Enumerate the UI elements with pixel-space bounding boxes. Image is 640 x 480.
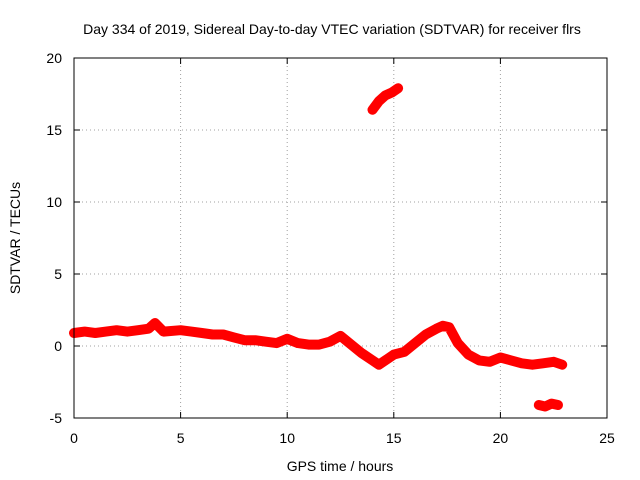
data-point <box>439 322 447 330</box>
data-point <box>464 351 472 359</box>
data-point <box>475 356 483 364</box>
data-point <box>305 341 312 349</box>
data-point <box>337 332 344 340</box>
data-point <box>432 325 440 333</box>
data-point <box>539 359 547 367</box>
chart-title: Day 334 of 2019, Sidereal Day-to-day VTE… <box>83 21 581 37</box>
data-point <box>145 325 153 333</box>
data-point <box>381 91 389 99</box>
data-point <box>262 338 270 346</box>
data-point <box>358 349 366 357</box>
data-point <box>177 326 185 334</box>
x-tick-label: 10 <box>279 430 295 446</box>
data-point <box>496 354 504 361</box>
data-layer <box>69 83 568 412</box>
data-point <box>151 319 159 327</box>
y-tick-label: 0 <box>54 338 62 354</box>
data-point <box>160 328 167 336</box>
outlier-lower-series <box>533 398 563 412</box>
y-axis-label: SDTVAR / TECUs <box>7 182 23 294</box>
data-point <box>394 84 402 92</box>
x-tick-label: 25 <box>599 430 615 446</box>
data-point <box>134 326 142 334</box>
data-point <box>91 329 99 337</box>
main-band-series <box>69 318 568 370</box>
data-point <box>283 335 291 343</box>
y-tick-label: -5 <box>50 410 63 426</box>
y-tick-label: 20 <box>46 50 62 66</box>
data-point <box>388 89 396 97</box>
data-point <box>241 336 249 344</box>
data-point <box>535 401 543 409</box>
data-point <box>81 328 89 336</box>
data-point <box>548 400 556 408</box>
data-point <box>187 328 195 336</box>
data-point <box>230 333 238 341</box>
data-point <box>198 329 206 337</box>
data-point <box>528 361 536 369</box>
y-tick-label: 5 <box>54 266 62 282</box>
data-point <box>369 356 376 364</box>
data-point <box>486 358 494 366</box>
data-point <box>251 336 259 344</box>
data-point <box>550 358 558 366</box>
data-point <box>507 356 515 364</box>
data-point <box>454 339 462 347</box>
data-point <box>347 341 355 349</box>
data-point <box>113 326 121 334</box>
data-point <box>518 359 526 367</box>
x-tick-label: 0 <box>70 430 78 446</box>
x-tick-label: 5 <box>177 430 185 446</box>
data-point <box>541 403 549 410</box>
data-point <box>375 97 383 105</box>
data-point <box>123 328 131 336</box>
plot-frame <box>73 57 608 419</box>
data-point <box>294 339 302 347</box>
data-point <box>383 355 391 363</box>
grid-layer <box>74 58 607 418</box>
data-point <box>326 338 334 346</box>
x-tick-label: 20 <box>493 430 509 446</box>
data-point <box>445 323 453 331</box>
outlier-upper-series <box>367 83 404 115</box>
y-tick-label: 15 <box>46 122 62 138</box>
data-point <box>390 351 398 359</box>
data-point <box>209 331 217 338</box>
y-tick-label: 10 <box>46 194 62 210</box>
data-point <box>375 361 383 369</box>
tick-layer: 0 5 10 15 20 25 -5 0 5 10 15 20 <box>46 50 615 446</box>
data-point <box>422 331 430 338</box>
x-tick-label: 15 <box>386 430 402 446</box>
data-point <box>369 106 376 114</box>
data-point <box>401 348 408 356</box>
data-point <box>315 341 323 349</box>
data-point <box>411 339 419 347</box>
data-point <box>102 328 110 336</box>
x-axis-label: GPS time / hours <box>287 458 394 474</box>
data-point <box>273 339 280 347</box>
data-point <box>554 401 562 409</box>
data-point <box>219 331 227 338</box>
data-point <box>558 361 566 369</box>
